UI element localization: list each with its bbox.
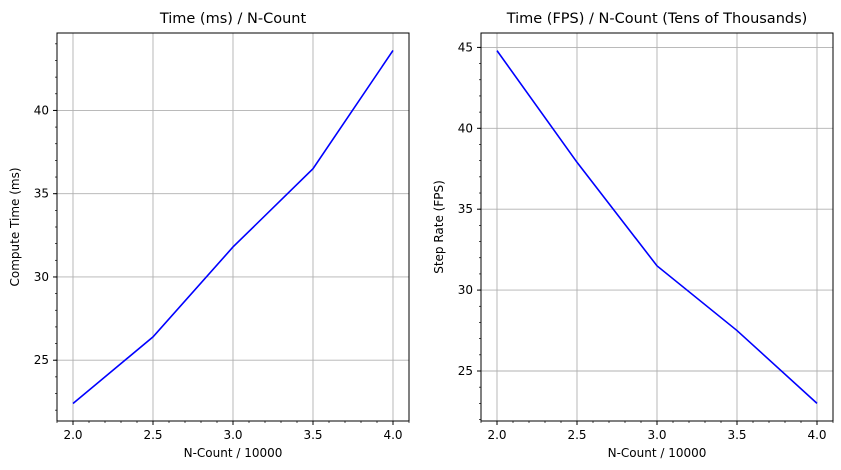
y-tick-label: 25 bbox=[458, 364, 473, 378]
y-axis-label: Step Rate (FPS) bbox=[432, 180, 446, 274]
x-tick-label: 4.0 bbox=[383, 428, 402, 442]
x-tick-label: 3.5 bbox=[303, 428, 322, 442]
x-axis-label: N-Count / 10000 bbox=[608, 446, 707, 460]
y-tick-label: 45 bbox=[458, 40, 473, 54]
plot-frame bbox=[56, 32, 410, 422]
chart-title: Time (FPS) / N-Count (Tens of Thousands) bbox=[506, 11, 808, 27]
x-axis-label: N-Count / 10000 bbox=[184, 446, 283, 460]
y-tick-label: 35 bbox=[34, 187, 49, 201]
y-tick-label: 35 bbox=[458, 202, 473, 216]
x-tick-label: 3.0 bbox=[647, 428, 666, 442]
chart-title: Time (ms) / N-Count bbox=[159, 11, 307, 27]
x-tick-label: 4.0 bbox=[807, 428, 826, 442]
y-tick-label: 40 bbox=[458, 121, 473, 135]
y-tick-label: 25 bbox=[34, 353, 49, 367]
x-tick-label: 2.5 bbox=[567, 428, 586, 442]
y-tick-label: 30 bbox=[34, 270, 49, 284]
series-line bbox=[72, 50, 394, 405]
x-tick-label: 2.5 bbox=[143, 428, 162, 442]
x-tick-label: 2.0 bbox=[63, 428, 82, 442]
x-tick-label: 3.0 bbox=[223, 428, 242, 442]
chart-panel-1: 2.0 2.5 3.0 3.5 4.0 25 30 35 40 Time (ms) / N-Cou… bbox=[8, 11, 410, 460]
y-tick-label: 40 bbox=[34, 103, 49, 117]
x-tick-label: 3.5 bbox=[727, 428, 746, 442]
x-tick-label: 2.0 bbox=[487, 428, 506, 442]
chart-panel-2: 2.0 2.5 3.0 3.5 4.0 25 30 35 40 45 Time (FPS) / N-… bbox=[432, 11, 834, 460]
plot-frame bbox=[480, 32, 834, 422]
y-tick-label: 30 bbox=[458, 283, 473, 297]
series-line bbox=[496, 50, 818, 404]
y-axis-label: Compute Time (ms) bbox=[8, 167, 22, 286]
